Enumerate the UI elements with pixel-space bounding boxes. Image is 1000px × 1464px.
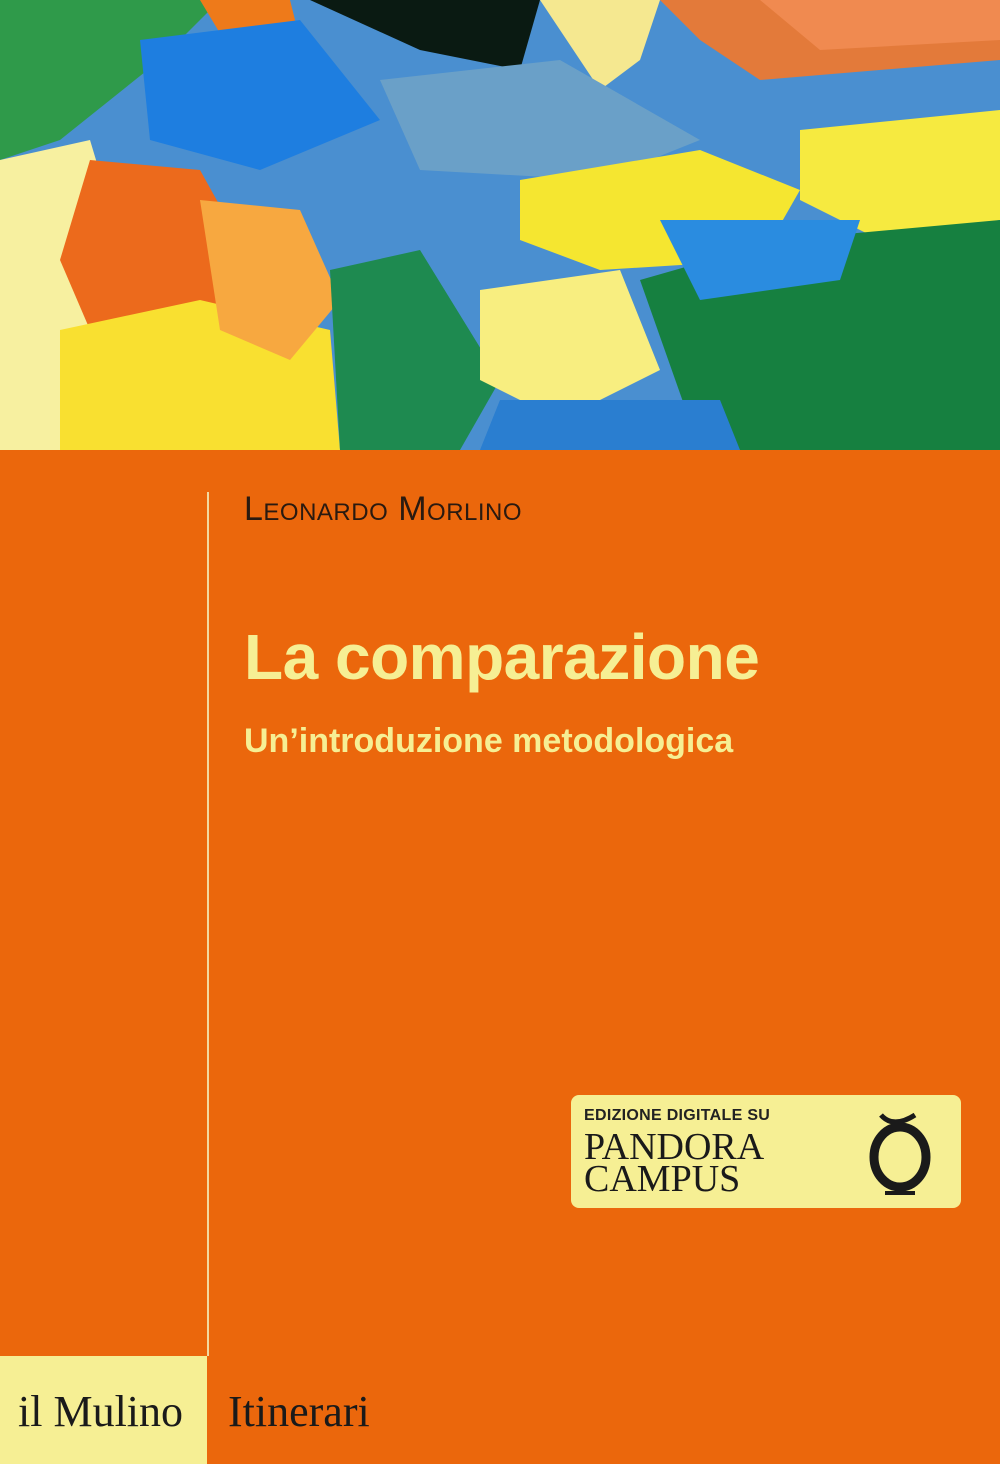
vertical-rule [207,492,209,1356]
publisher-block: il Mulino [0,1356,207,1464]
book-title: La comparazione [244,621,760,693]
pandora-jar-icon [869,1112,931,1195]
publisher-name: il Mulino [18,1387,184,1436]
book-subtitle: Un’introduzione metodologica [244,722,734,760]
author-name: Leonardo Morlino [244,490,523,528]
badge-line2: CAMPUS [584,1158,741,1200]
badge-line1: PANDORA [584,1126,765,1168]
pandora-campus-badge[interactable]: EDIZIONE DIGITALE SU PANDORA CAMPUS [571,1095,961,1208]
badge-pre-text: EDIZIONE DIGITALE SU [584,1107,771,1124]
cover-painting [0,0,1000,450]
series-name: Itinerari [228,1387,370,1436]
badge-brand: PANDORA CAMPUS [584,1126,765,1200]
